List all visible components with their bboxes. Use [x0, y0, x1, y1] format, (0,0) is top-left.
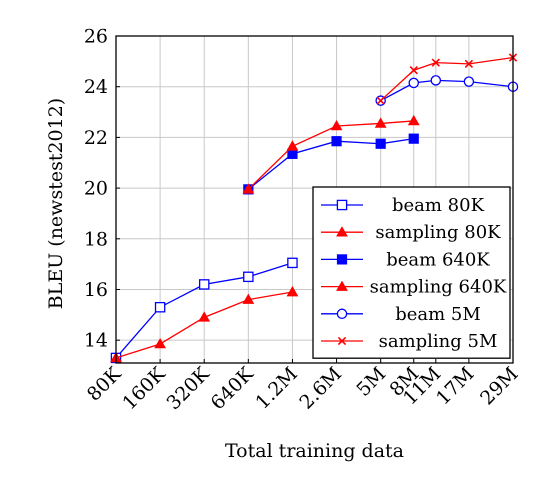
data-point-sampling-5m [431, 58, 440, 67]
y-axis-title: BLEU (newstest2012) [45, 98, 67, 309]
data-point-beam-5m [430, 75, 442, 86]
data-point-sampling-5m [376, 96, 385, 105]
data-point-sampling-5m [464, 59, 474, 69]
x-axis-title: Total training data [225, 440, 404, 462]
legend-entry-sampling-80k: sampling 80K [321, 222, 501, 243]
data-point-beam-5m [463, 76, 475, 87]
legend-label: beam 80K [392, 195, 485, 216]
data-point-sampling-640k [286, 140, 299, 151]
legend-entry-beam-640k: beam 640K [321, 249, 490, 270]
legend-box [312, 186, 511, 359]
series-line-beam-5m [380, 79, 514, 102]
legend-entry-sampling-640k: sampling 640K [321, 277, 507, 298]
x-tick-label: 17M [432, 363, 478, 409]
data-point-beam-640k [375, 138, 386, 149]
legend-swatch-marker [336, 308, 348, 320]
series-sampling-80k [110, 286, 299, 363]
legend-entry-beam-80k: beam 80K [321, 195, 485, 216]
legend-swatch-marker [337, 336, 347, 346]
data-point-sampling-5m [409, 66, 418, 75]
x-tick-label: 320K [163, 362, 215, 414]
data-point-sampling-80k [286, 286, 299, 297]
y-tick-label: 20 [84, 178, 108, 200]
y-tick-label: 16 [84, 279, 108, 301]
data-point-beam-80k [154, 301, 166, 313]
data-point-beam-640k [287, 148, 298, 159]
series-beam-5m [375, 75, 519, 106]
legend-label: beam 640K [386, 249, 490, 270]
data-point-sampling-640k [374, 117, 387, 128]
legend-label: sampling 640K [370, 277, 507, 298]
data-point-beam-640k [408, 133, 419, 144]
x-tick-label: 1.2M [251, 363, 302, 414]
legend: beam 80K sampling 80K beam 640K sampling 64… [312, 186, 511, 359]
y-tick-labels: 14 16 18 20 22 24 26 [84, 26, 120, 352]
series-line-beam-640k [247, 138, 414, 190]
series-sampling-640k [242, 114, 420, 194]
legend-entry-beam-5m: beam 5M [321, 304, 481, 325]
data-point-beam-80k [198, 279, 210, 290]
legend-label: beam 5M [395, 304, 481, 325]
data-point-sampling-80k [242, 293, 255, 304]
data-point-sampling-80k [198, 311, 211, 322]
legend-swatch-marker [336, 280, 348, 291]
legend-label: sampling 80K [375, 222, 501, 243]
x-tick-label: 160K [118, 362, 170, 414]
y-tick-label: 26 [84, 26, 108, 48]
data-point-sampling-80k [154, 337, 167, 349]
legend-swatch-marker [336, 226, 348, 237]
data-point-beam-5m [408, 77, 419, 89]
legend-label: sampling 5M [379, 331, 498, 352]
data-point-beam-80k [243, 271, 254, 283]
x-tick-label: 29M [476, 363, 522, 409]
series-sampling-5m [376, 53, 518, 105]
data-point-beam-640k [331, 136, 342, 147]
y-tick-label: 24 [84, 76, 108, 98]
data-point-beam-80k [287, 257, 298, 269]
legend-swatch-marker [336, 199, 348, 211]
series-beam-80k [110, 257, 298, 364]
x-tick-label: 2.6M [295, 363, 346, 414]
legend-swatch-marker [336, 254, 348, 265]
series-line-sampling-5m [380, 56, 514, 102]
plot-frame [115, 35, 514, 364]
data-point-sampling-640k [407, 114, 420, 126]
y-tick-label: 14 [84, 330, 108, 352]
data-point-sampling-640k [242, 183, 255, 194]
data-point-sampling-640k [330, 119, 343, 131]
legend-entry-sampling-5m: sampling 5M [321, 331, 497, 352]
series-beam-640k [243, 133, 419, 195]
series-line-sampling-640k [247, 120, 414, 190]
x-tick-label: 640K [207, 362, 259, 414]
y-tick-label: 22 [84, 127, 108, 149]
y-tick-label: 18 [84, 228, 108, 250]
x-tick-label: 5M [352, 363, 390, 401]
